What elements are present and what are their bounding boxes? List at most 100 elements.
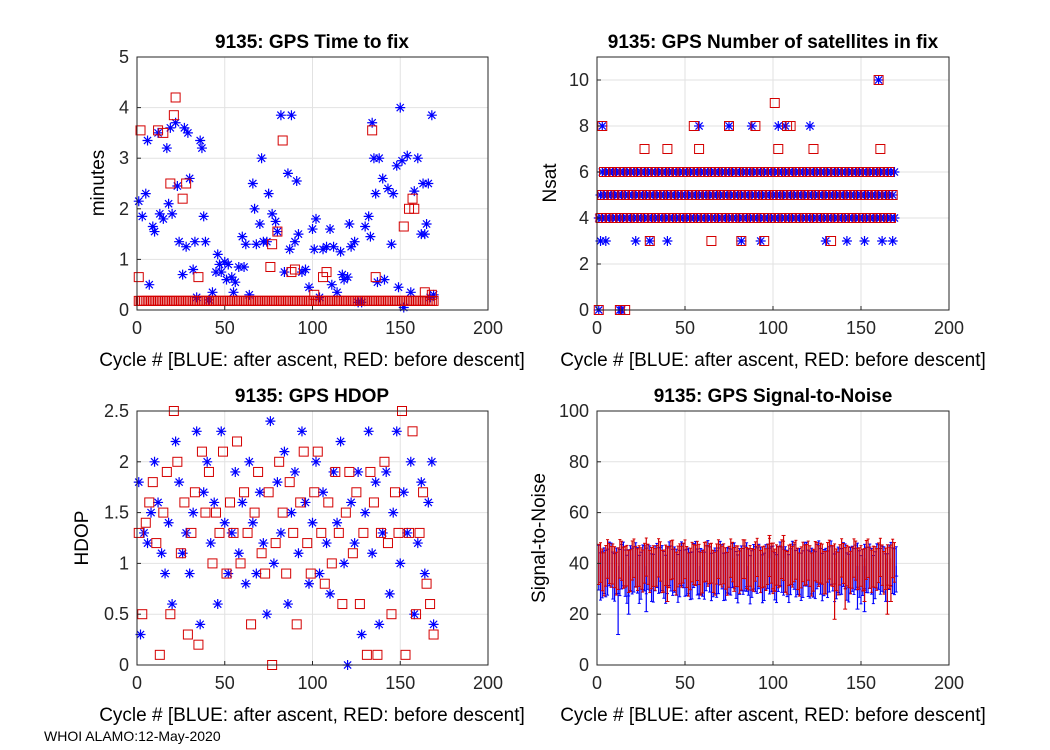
blue-star-point xyxy=(391,426,402,437)
y-tick-label: 2 xyxy=(119,452,129,472)
blue-star-point xyxy=(887,236,898,246)
blue-star-point xyxy=(755,236,766,246)
x-tick-label: 200 xyxy=(934,318,964,338)
red-square-point xyxy=(235,558,246,569)
red-square-point xyxy=(701,213,712,223)
red-square-point xyxy=(796,213,807,223)
blue-star-point xyxy=(300,497,311,508)
red-square-point xyxy=(267,239,278,250)
blue-star-point xyxy=(332,517,343,528)
red-square-point xyxy=(372,649,383,660)
blue-star-point xyxy=(311,213,322,224)
blue-star-point xyxy=(889,213,900,223)
blue-star-point xyxy=(318,487,329,498)
red-square-point xyxy=(729,190,740,200)
blue-star-point xyxy=(268,558,279,569)
blue-star-point xyxy=(418,178,429,189)
red-square-point xyxy=(665,190,676,200)
blue-star-point xyxy=(409,186,420,197)
red-square-point xyxy=(614,167,625,177)
red-square-point xyxy=(144,497,155,508)
red-square-point xyxy=(407,426,418,437)
red-square-point xyxy=(871,190,882,200)
blue-star-point xyxy=(419,568,430,579)
red-square-point xyxy=(762,167,773,177)
blue-star-point xyxy=(379,274,390,285)
blue-star-point xyxy=(307,517,318,528)
red-square-point xyxy=(885,213,896,223)
blue-star-point xyxy=(198,487,209,498)
red-square-point xyxy=(690,213,701,223)
blue-star-point xyxy=(272,477,283,488)
blue-star-point xyxy=(889,167,900,177)
blue-star-point xyxy=(423,178,434,189)
blue-star-point xyxy=(195,619,206,630)
blue-star-point xyxy=(205,538,216,549)
red-square-point xyxy=(639,144,650,154)
red-square-point xyxy=(634,190,645,200)
red-square-point xyxy=(217,446,228,457)
data-marks xyxy=(133,92,439,313)
blue-star-point xyxy=(595,236,606,246)
red-square-point xyxy=(326,558,337,569)
red-square-point xyxy=(404,203,415,214)
red-square-point xyxy=(650,190,661,200)
red-square-point xyxy=(704,167,715,177)
blue-star-point xyxy=(395,558,406,569)
blue-star-point xyxy=(237,497,248,508)
blue-star-point xyxy=(147,221,158,232)
red-square-point xyxy=(321,267,332,278)
blue-star-point xyxy=(254,487,265,498)
red-square-point xyxy=(627,213,638,223)
chart-title-time: 9135: GPS Time to fix xyxy=(215,32,409,53)
blue-star-point xyxy=(233,261,244,272)
red-square-point xyxy=(808,190,819,200)
red-square-point xyxy=(653,213,664,223)
x-tick-label: 150 xyxy=(846,318,876,338)
blue-star-point xyxy=(137,211,148,222)
x-tick-label: 0 xyxy=(132,673,142,693)
blue-star-point xyxy=(307,224,318,235)
red-square-point xyxy=(838,213,849,223)
y-tick-label: 10 xyxy=(569,70,589,90)
blue-star-point xyxy=(780,121,791,131)
blue-star-point xyxy=(289,466,300,477)
blue-star-point xyxy=(321,241,332,252)
red-square-point xyxy=(738,213,749,223)
red-square-point xyxy=(637,213,648,223)
blue-star-point xyxy=(177,548,188,559)
red-square-point xyxy=(829,190,840,200)
red-square-point xyxy=(672,167,683,177)
red-square-point xyxy=(706,236,717,246)
blue-star-point xyxy=(188,264,199,275)
red-square-point xyxy=(775,213,786,223)
red-square-point xyxy=(697,190,708,200)
blue-star-point xyxy=(228,287,239,298)
blue-star-point xyxy=(270,216,281,227)
blue-star-point xyxy=(263,188,274,199)
red-square-point xyxy=(785,121,796,131)
footer-credit: WHOI ALAMO:12-May-2020 xyxy=(44,728,221,744)
red-square-point xyxy=(857,167,868,177)
blue-star-point xyxy=(365,231,376,242)
x-tick-label: 0 xyxy=(592,673,602,693)
y-tick-label: 0 xyxy=(579,655,589,675)
red-square-point xyxy=(790,213,801,223)
blue-star-point xyxy=(374,153,385,164)
blue-star-point xyxy=(402,527,413,538)
red-square-point xyxy=(815,167,826,177)
blue-star-point xyxy=(388,507,399,518)
y-tick-label: 40 xyxy=(569,553,589,573)
red-square-point xyxy=(834,190,845,200)
red-square-point xyxy=(302,538,313,549)
blue-star-point xyxy=(388,188,399,199)
x-axis-label-nsat: Cycle # [BLUE: after ascent, RED: before… xyxy=(560,350,986,371)
red-square-point xyxy=(808,144,819,154)
blue-star-point xyxy=(419,229,430,240)
red-square-point xyxy=(678,167,689,177)
red-square-point xyxy=(632,213,643,223)
red-square-point xyxy=(699,167,710,177)
x-tick-label: 100 xyxy=(297,673,327,693)
red-square-point xyxy=(386,609,397,620)
red-square-point xyxy=(428,629,439,640)
